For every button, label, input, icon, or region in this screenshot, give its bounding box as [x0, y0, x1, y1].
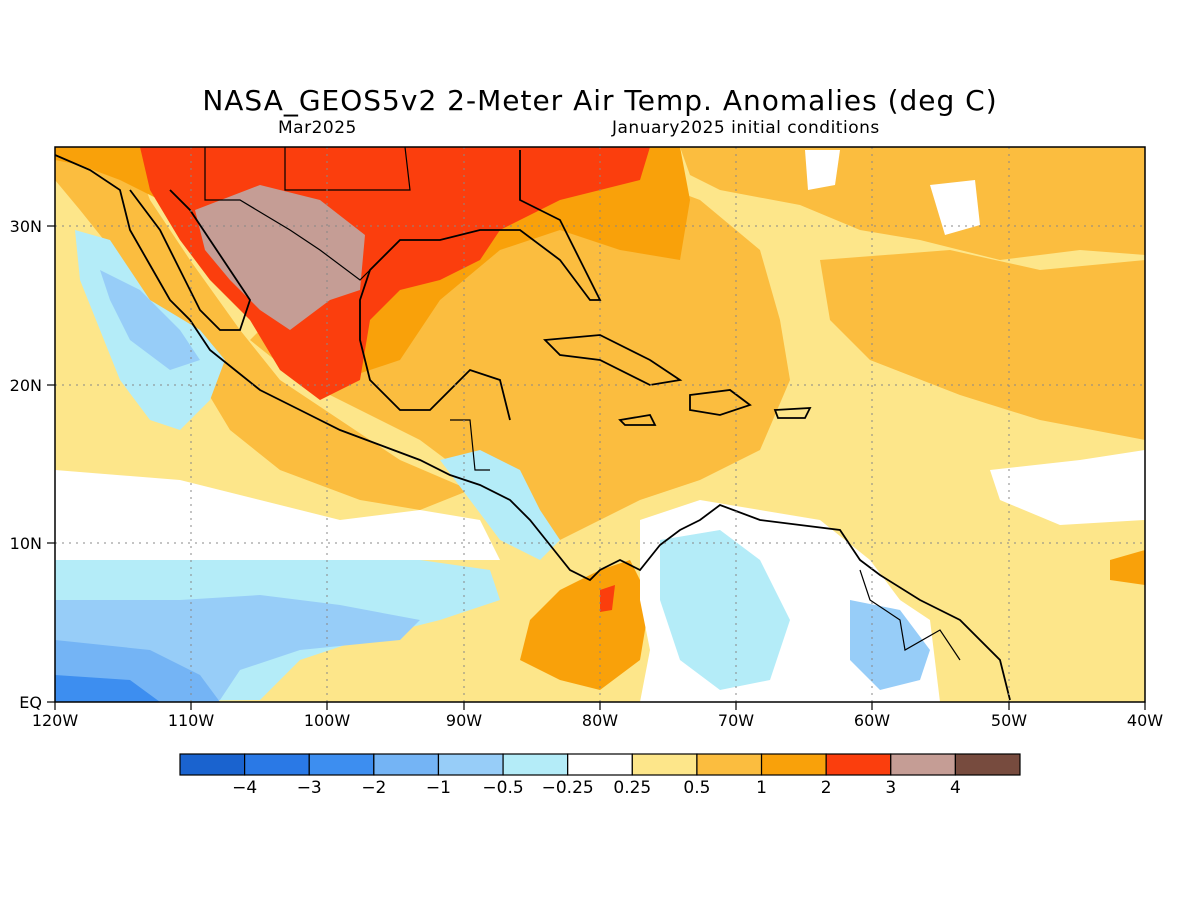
subtitle-initial-conditions: January2025 initial conditions — [612, 118, 880, 138]
x-axis-labels: 120W 110W 100W 90W 80W 70W 60W 50W 40W — [32, 711, 1163, 730]
colorbar-label: −1 — [426, 778, 451, 798]
us-state-borders — [284, 147, 411, 191]
colorbar-label: 2 — [821, 778, 832, 798]
colorbar-swatch — [437, 753, 504, 776]
x-tick-100w: 100W — [304, 711, 351, 730]
coastlines — [55, 150, 1011, 701]
south-america-borders — [859, 569, 961, 661]
x-tick-120w: 120W — [32, 711, 79, 730]
anomaly-region-atlantic — [820, 250, 1145, 440]
anomaly-region-east-edge — [1110, 550, 1145, 585]
colorbar-label: 3 — [885, 778, 896, 798]
anomaly-region-amazon-cool — [660, 530, 790, 690]
anomaly-region-colombia — [520, 560, 650, 690]
x-tick-90w: 90W — [446, 711, 482, 730]
y-tick-20n: 20N — [10, 376, 42, 395]
colorbar-swatch — [567, 753, 633, 776]
anomaly-region-baja-cooler — [100, 270, 200, 370]
colorbar-label: 0.5 — [683, 778, 710, 798]
axis-ticks — [47, 225, 1146, 710]
us-mexico-border — [204, 147, 371, 281]
colorbar-swatch — [696, 753, 763, 776]
colorbar-swatch — [308, 753, 375, 776]
y-tick-30n: 30N — [10, 217, 42, 236]
colorbar-swatch — [502, 753, 569, 776]
x-tick-50w: 50W — [991, 711, 1027, 730]
colorbar-swatch — [179, 753, 246, 776]
x-tick-40w: 40W — [1127, 711, 1163, 730]
x-tick-60w: 60W — [854, 711, 890, 730]
anomaly-shading — [55, 147, 1145, 702]
anomaly-region-red-small — [600, 585, 615, 612]
x-tick-80w: 80W — [582, 711, 618, 730]
colorbar-swatch — [244, 753, 310, 776]
anomaly-region-ne — [680, 147, 1145, 260]
colorbar-label: 1 — [756, 778, 767, 798]
anomaly-region-pacific-coast — [55, 147, 470, 510]
colorbar-label: 0.25 — [613, 778, 651, 798]
mainland-coast — [55, 154, 1011, 701]
y-tick-10n: 10N — [10, 534, 42, 553]
x-tick-110w: 110W — [168, 711, 215, 730]
colorbar: −4 −3 −2 −1 −0.5 −0.25 0.25 0.5 1 2 3 4 — [179, 753, 1021, 798]
anomaly-region-pacific-min — [55, 675, 160, 702]
central-america-borders — [450, 419, 490, 471]
anomaly-patch-atlantic-1 — [930, 180, 980, 235]
borders — [204, 147, 961, 661]
colorbar-label: −4 — [232, 778, 257, 798]
grid-lines — [55, 147, 1145, 702]
colorbar-swatch — [954, 753, 1021, 776]
gulf-of-california-coast — [129, 189, 251, 331]
puerto-rico-coast — [773, 407, 812, 419]
gulf-of-mexico-coast — [359, 150, 602, 421]
colorbar-label: −0.5 — [482, 778, 523, 798]
x-tick-70w: 70W — [718, 711, 754, 730]
anomaly-region-max — [195, 185, 365, 330]
colorbar-label: −3 — [297, 778, 322, 798]
anomaly-region-guiana-cool — [850, 600, 930, 690]
anomaly-region-central-america-cool — [440, 450, 560, 560]
colorbar-swatch — [825, 753, 892, 776]
y-axis-labels: EQ 10N 20N 30N — [10, 217, 42, 712]
y-tick-eq: EQ — [19, 693, 42, 712]
cuba-coast — [543, 334, 683, 386]
anomaly-region-neutral-pacific — [55, 470, 500, 560]
colorbar-label: −0.25 — [542, 778, 594, 798]
colorbar-label: −2 — [361, 778, 386, 798]
jamaica-coast — [618, 414, 657, 426]
map-title: NASA_GEOS5v2 2-Meter Air Temp. Anomalies… — [202, 84, 998, 117]
hispaniola-coast — [689, 389, 752, 416]
anomaly-patch-atlantic-3 — [990, 450, 1145, 525]
colorbar-label: 4 — [950, 778, 961, 798]
colorbar-swatch — [890, 753, 956, 776]
subtitle-valid-month: Mar2025 — [278, 118, 357, 138]
colorbar-swatch — [373, 753, 440, 776]
colorbar-swatch — [760, 753, 827, 776]
anomaly-region-caribbean — [250, 170, 790, 540]
anomaly-patch-atlantic-2 — [805, 150, 840, 190]
colorbar-swatch — [631, 753, 698, 776]
